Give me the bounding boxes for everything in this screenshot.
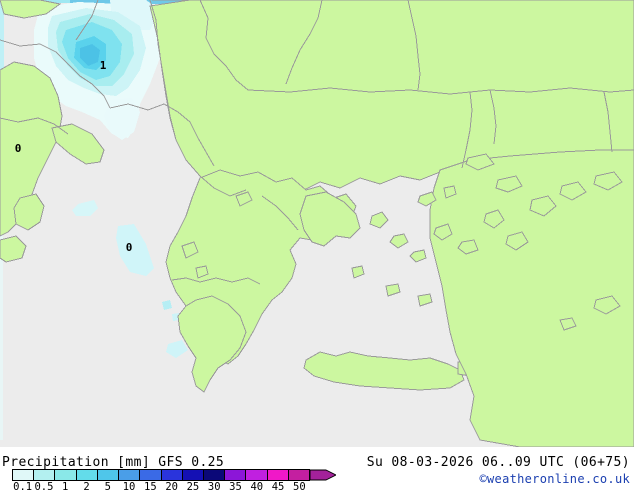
colorbar-swatch-30 — [203, 470, 226, 480]
colorbar-tick-20: 20 — [165, 481, 178, 493]
island-limnos — [465, 153, 495, 171]
island-kefalonia — [181, 241, 199, 259]
legend-title: Precipitation [mm] GFS 0.25 — [2, 455, 225, 470]
colorbar-swatch-35 — [225, 470, 247, 480]
colorbar-swatch-0.5 — [34, 470, 56, 480]
precip-dot-1 — [162, 300, 172, 310]
colorbar-swatch-10 — [119, 470, 141, 480]
forecast-datetime: Su 08-03-2026 06..09 UTC (06+75) — [366, 455, 630, 470]
island-karpathos — [559, 317, 577, 331]
border-5 — [0, 39, 111, 109]
colorbar-swatch-45 — [267, 470, 289, 480]
colorbar-swatch-15 — [140, 470, 162, 480]
border-1 — [199, 0, 249, 91]
island-j — [593, 171, 623, 191]
island-g — [505, 231, 529, 251]
border-15 — [171, 277, 261, 285]
colorbar-swatches[interactable] — [12, 469, 310, 481]
island-f — [483, 209, 505, 229]
map-canvas: 1 0 0 — [0, 0, 634, 447]
island-h — [529, 195, 557, 217]
precip-edge-left-2 — [0, 200, 3, 440]
precip-area-core — [80, 44, 100, 66]
colorbar-tick-labels: 0.1 0.5 1 2 5 10 15 20 25 30 35 40 45 50 — [12, 481, 310, 493]
island-corfu — [235, 191, 253, 207]
colorbar-tick-35: 35 — [229, 481, 242, 493]
land-turkey — [429, 149, 634, 447]
colorbar-tick-45: 45 — [271, 481, 285, 493]
island-o — [417, 293, 433, 307]
island-rhodes — [593, 295, 621, 315]
map-footer: Precipitation [mm] GFS 0.25 Su 08-03-202… — [0, 447, 634, 493]
island-i — [559, 181, 587, 201]
colorbar-tick-2: 2 — [83, 481, 90, 493]
land-attica-euboea — [299, 191, 361, 247]
island-a — [369, 211, 389, 229]
contour-label-1: 1 — [100, 59, 107, 72]
island-n — [385, 283, 401, 297]
precipitation-colorbar[interactable]: 0.1 0.5 1 2 5 10 15 20 25 30 35 40 45 50 — [12, 469, 342, 493]
land-alps-nw — [0, 0, 62, 19]
colorbar-swatch-25 — [182, 470, 204, 480]
land-sicily — [0, 235, 27, 263]
border-16 — [195, 295, 241, 317]
colorbar-tick-10: 10 — [122, 481, 136, 493]
colorbar-tick-15: 15 — [144, 481, 157, 493]
border-3 — [285, 0, 323, 85]
colorbar-tick-25: 25 — [186, 481, 200, 493]
border-6 — [109, 103, 215, 167]
contour-label-0b: 0 — [126, 241, 133, 254]
border-layer — [0, 0, 634, 317]
colorbar-tick-0.1: 0.1 — [13, 481, 33, 493]
contour-label-layer: 1 0 0 — [15, 59, 133, 254]
border-14 — [261, 195, 299, 231]
island-m — [351, 265, 365, 279]
colorbar-tick-5: 5 — [104, 481, 111, 493]
precip-tail-south — [104, 98, 140, 140]
colorbar-swatch-5 — [97, 470, 120, 480]
land-italy — [0, 61, 63, 237]
border-13 — [185, 159, 247, 197]
colorbar-overflow-arrow — [310, 469, 336, 481]
island-c — [409, 249, 427, 263]
border-8 — [407, 0, 421, 91]
colorbar-tick-30: 30 — [207, 481, 221, 493]
island-b — [389, 233, 409, 249]
land-italy-puglia — [51, 123, 105, 165]
precip-patch-ionian-n — [72, 200, 98, 216]
precipitation-map[interactable]: 1 0 0 — [0, 0, 634, 447]
island-lesvos — [495, 175, 523, 193]
copyright-notice: ©weatheronline.co.uk — [479, 472, 630, 486]
colorbar-swatch-20 — [161, 470, 183, 480]
colorbar-swatch-50 — [288, 470, 310, 480]
colorbar-tick-50: 50 — [293, 481, 306, 493]
border-9 — [461, 91, 473, 169]
island-e — [457, 239, 479, 255]
border-4 — [75, 0, 99, 41]
border-10 — [489, 89, 497, 145]
precip-dot-3 — [166, 340, 188, 358]
colorbar-swatch-40 — [246, 470, 268, 480]
border-2 — [247, 87, 634, 95]
island-zakynthos — [195, 265, 209, 279]
precip-patch-ionian — [116, 224, 154, 276]
island-d — [433, 223, 453, 241]
border-7 — [149, 0, 187, 161]
island-l — [443, 185, 457, 199]
precipitation-layer — [0, 0, 634, 447]
border-11 — [603, 91, 613, 153]
colorbar-tick-40: 40 — [250, 481, 264, 493]
land-italy-calabria — [13, 193, 45, 231]
colorbar-tick-1: 1 — [62, 481, 69, 493]
colorbar-swatch-0.1 — [13, 470, 35, 480]
colorbar-tick-0.5: 0.5 — [34, 481, 54, 493]
land-layer — [0, 0, 634, 447]
island-k — [417, 191, 437, 207]
colorbar-swatch-2 — [76, 470, 98, 480]
border-12 — [0, 117, 69, 135]
colorbar-swatch-1 — [55, 470, 77, 480]
contour-label-0a: 0 — [15, 142, 22, 155]
